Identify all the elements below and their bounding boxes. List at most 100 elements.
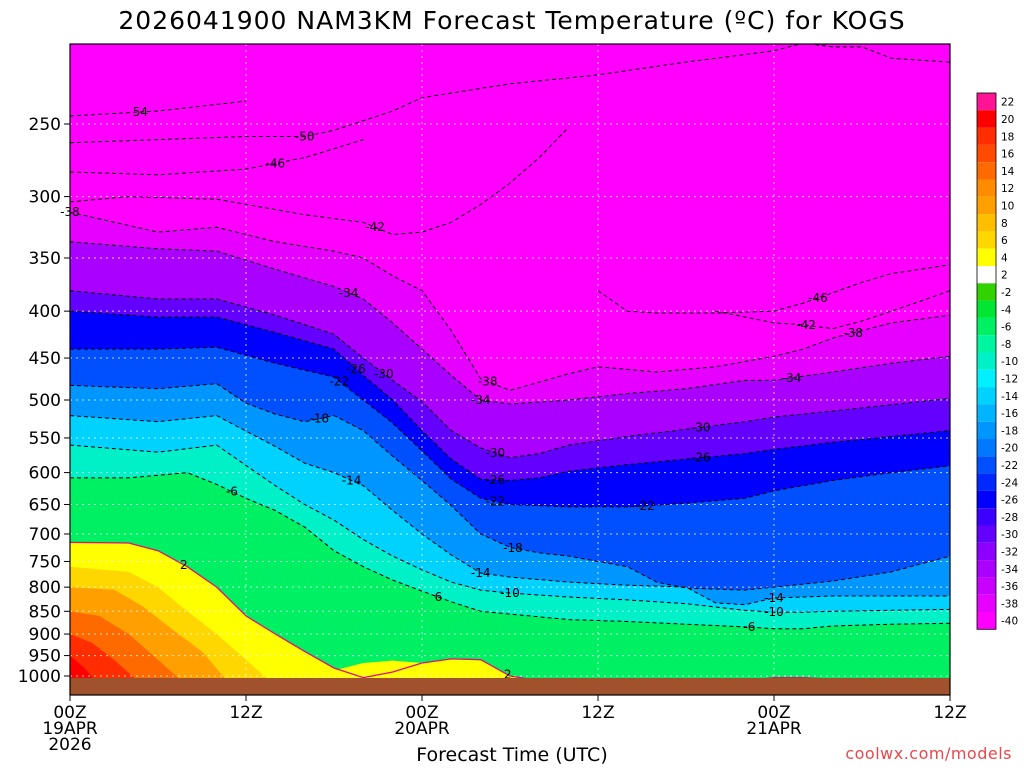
colorbar-label: -6 (1001, 322, 1012, 334)
colorbar-swatch (977, 577, 996, 595)
contour-label: -26 (346, 362, 366, 376)
contour-label: -18 (503, 541, 523, 555)
fill-pocket (715, 44, 950, 329)
x-tick-label: 12Z (229, 703, 262, 723)
y-tick-label: 450 (29, 349, 61, 369)
contour-label: -38 (843, 326, 863, 340)
colorbar-label: -30 (1001, 529, 1018, 541)
contour-label: -14 (764, 591, 784, 605)
x-tick-label: 2026 (48, 735, 91, 755)
y-tick-label: 650 (29, 495, 61, 515)
colorbar-label: 2 (1001, 270, 1008, 282)
colorbar-swatch (977, 560, 996, 578)
colorbar-swatch (977, 369, 996, 388)
y-tick-label: 550 (29, 429, 61, 449)
contour-label: -18 (310, 412, 330, 426)
contour-label: -26 (486, 473, 506, 487)
colorbar-label: -34 (1001, 564, 1018, 576)
contour-label: -14 (342, 473, 362, 487)
contour-label: -42 (796, 318, 816, 332)
colorbar-label: -12 (1001, 373, 1018, 385)
colorbar-swatch (977, 144, 996, 163)
colorbar-label: -16 (1001, 408, 1018, 420)
ground-surface (70, 678, 950, 695)
contour-label: -10 (764, 605, 784, 619)
y-tick-label: 300 (29, 188, 61, 208)
contour-label: -50 (295, 130, 315, 144)
colorbar: 22 20 18 16 14 12 10 8 6 4 2 -2 -4 -6 -8 -10 -12 -14 -16 -1… (976, 92, 1018, 630)
x-tick-label: 12Z (581, 703, 614, 723)
colorbar-frame (976, 92, 997, 630)
colorbar-label: -8 (1001, 339, 1011, 351)
contour-line (70, 541, 823, 678)
colorbar-swatch (977, 421, 996, 439)
colorbar-label: 4 (1001, 252, 1008, 264)
fill-warm (70, 655, 93, 678)
pressure-axis: 250 300 350 400 450 500 550 600 650 700 750 800 850 9… (18, 115, 70, 687)
colorbar-label: 20 (1001, 114, 1014, 126)
y-tick-label: 250 (29, 115, 61, 135)
colorbar-label: 14 (1001, 166, 1015, 178)
colorbar-swatch (977, 508, 996, 526)
colorbar-swatch (977, 93, 996, 111)
colorbar-swatch (977, 612, 996, 630)
colorbar-swatch (977, 335, 996, 353)
contour-line (70, 310, 950, 482)
contour-line (70, 472, 950, 630)
colorbar-swatch (977, 456, 996, 474)
colorbar-swatch (977, 300, 996, 318)
contour-label: -22 (486, 494, 506, 508)
contour-label: -6 (226, 485, 238, 499)
y-tick-label: 350 (29, 249, 61, 269)
x-axis-label: Forecast Time (UTC) (416, 744, 608, 766)
colorbar-label: -4 (1001, 304, 1012, 316)
contour-line (70, 415, 950, 606)
colorbar-label: -26 (1001, 495, 1018, 507)
y-tick-label: 950 (29, 647, 61, 667)
contour-layer (70, 44, 950, 678)
contour-label: -26 (691, 451, 711, 465)
colorbar-label: 10 (1001, 200, 1014, 212)
colorbar-swatch (977, 283, 996, 301)
contour-line (70, 126, 570, 236)
contour-label: -22 (329, 374, 349, 388)
colorbar-swatch (977, 248, 996, 266)
x-tick-label: 12Z (933, 703, 966, 723)
colorbar-label: -10 (1001, 356, 1018, 368)
y-tick-label: 400 (29, 302, 61, 322)
contour-line (70, 346, 950, 508)
colorbar-swatch (977, 110, 996, 128)
contour-line (70, 100, 247, 117)
colorbar-label: -36 (1001, 581, 1018, 593)
contour-line (70, 44, 950, 144)
colorbar-label: 8 (1001, 218, 1008, 230)
x-tick-label: 00Z (405, 703, 438, 723)
contour-line (70, 290, 950, 459)
contour-line (70, 241, 950, 405)
fill-band (70, 542, 811, 678)
colorbar-swatch (977, 231, 996, 249)
y-tick-label: 850 (29, 602, 61, 622)
colorbar-swatch (977, 266, 996, 284)
fill-warm (303, 660, 483, 678)
colorbar-label: -24 (1001, 477, 1018, 489)
x-tick-label: 20APR (394, 719, 450, 739)
colorbar-label: -14 (1001, 391, 1018, 403)
contour-line (70, 139, 364, 176)
colorbar-label: 18 (1001, 131, 1014, 143)
colorbar-swatch (977, 473, 996, 491)
contour-label: -30 (486, 446, 506, 460)
colorbar-swatch (977, 404, 996, 422)
contour-label: -42 (365, 220, 385, 234)
colorbar-swatch (977, 490, 996, 509)
fill-warm (70, 634, 135, 678)
colorbar-label: 6 (1001, 235, 1008, 247)
colorbar-label: -22 (1001, 460, 1018, 472)
contour-label: -34 (782, 371, 802, 385)
y-tick-label: 800 (29, 578, 61, 598)
contour-label: -30 (374, 367, 394, 381)
contour-label-layer: 54-50-46-42-38-34-30-26-22-18-14-6-46-42… (60, 105, 863, 682)
credit-link[interactable]: coolwx.com/models (845, 744, 1012, 763)
x-tick-label: 19APR (42, 719, 98, 739)
